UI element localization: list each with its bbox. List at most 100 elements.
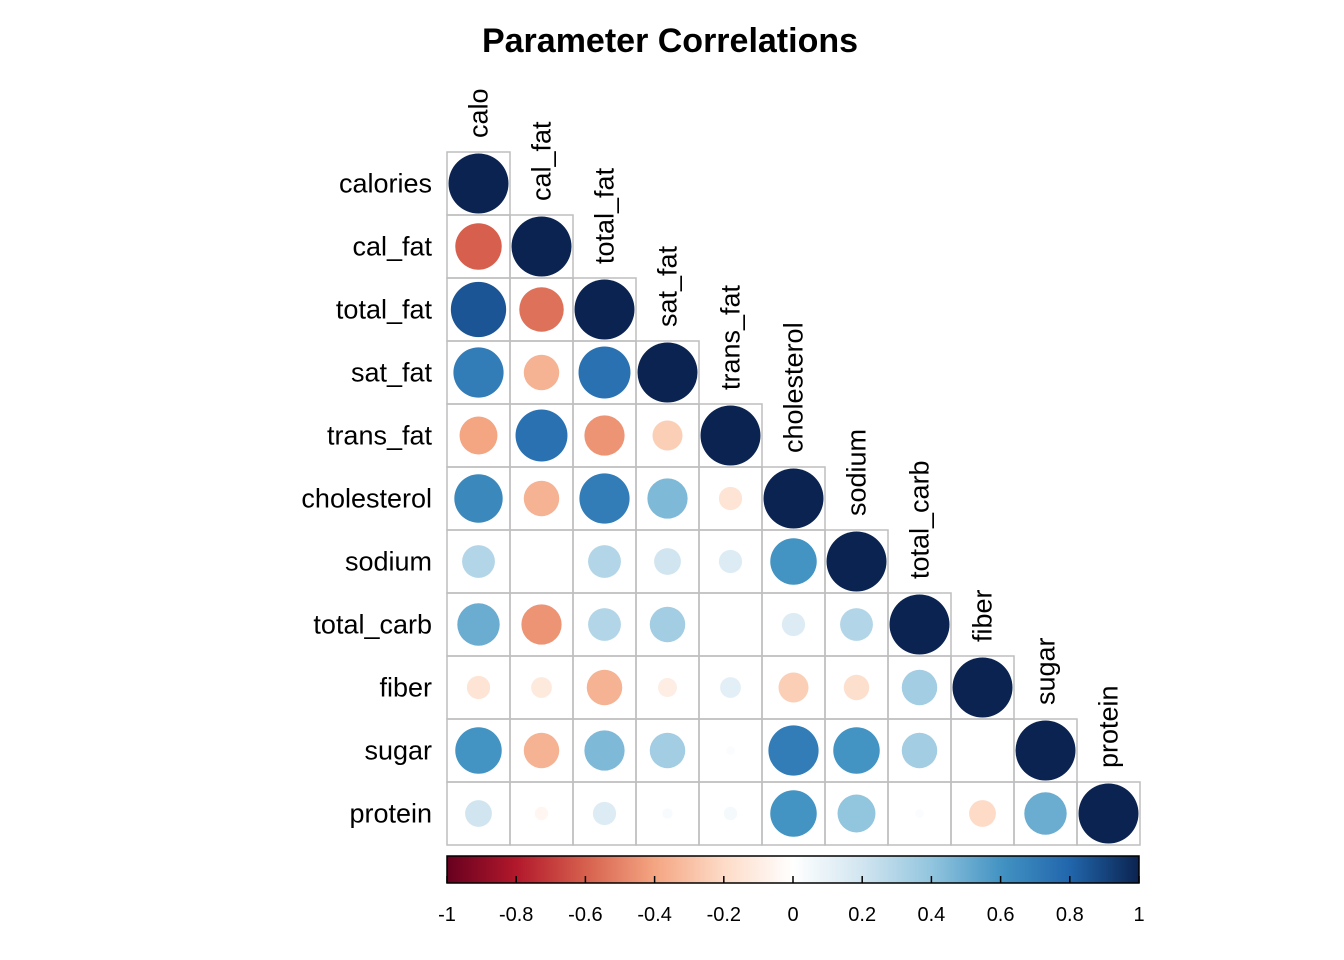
correlation-circle-sodium-total_fat (588, 545, 621, 578)
colorbar-ticks: -1 -0.8 -0.6 -0.4 -0.2 0 0.2 0.4 0.6 0.8 1 (438, 876, 1145, 926)
correlation-circles (448, 153, 1139, 844)
column-label: cal_fat (527, 121, 557, 201)
correlation-circle-total_carb-cal_fat (521, 604, 562, 645)
colorbar-tick-label: 0.4 (917, 904, 945, 926)
row-label: total_carb (313, 610, 432, 640)
correlation-circle-trans_fat-total_fat (584, 415, 625, 456)
correlation-circle-protein-sat_fat (662, 808, 673, 819)
correlation-circle-fiber-cholesterol (778, 672, 809, 703)
correlation-circle-sugar-total_fat (584, 730, 625, 771)
column-label: protein (1094, 685, 1124, 768)
column-labels: calo cal_fat total_fat sat_fat trans_fat chol… (464, 88, 1124, 768)
correlation-circle-cholesterol-cholesterol (763, 468, 824, 529)
row-label: trans_fat (327, 421, 433, 451)
correlation-circle-sodium-sat_fat (654, 548, 681, 575)
correlation-circle-protein-fiber (969, 800, 996, 827)
correlation-circle-trans_fat-cal_fat (515, 409, 568, 462)
column-label: total_fat (590, 167, 620, 264)
correlation-circle-sat_fat-total_fat (578, 346, 631, 399)
correlation-circle-cholesterol-total_fat (579, 473, 630, 524)
column-label: sugar (1031, 637, 1061, 705)
correlation-circle-trans_fat-trans_fat (700, 405, 761, 466)
correlation-circle-total_fat-cal_fat (519, 287, 564, 332)
correlation-circle-fiber-total_fat (586, 669, 623, 706)
row-labels: calories cal_fat total_fat sat_fat trans_fat… (301, 169, 432, 829)
correlation-circle-cal_fat-calories (455, 223, 502, 270)
colorbar-tick-label: 0.8 (1056, 904, 1084, 926)
correlation-circle-sugar-cal_fat (523, 732, 560, 769)
correlation-circle-sugar-sat_fat (649, 732, 686, 769)
correlation-circle-total_carb-total_fat (588, 608, 621, 641)
correlation-circle-sodium-calories (462, 545, 495, 578)
correlation-circle-sodium-sodium (826, 531, 887, 592)
correlation-circle-total_fat-total_fat (574, 279, 635, 340)
correlation-circle-total_carb-sat_fat (649, 606, 686, 643)
colorbar-tick-label: 0.2 (848, 904, 876, 926)
correlation-circle-total_carb-cholesterol (781, 612, 806, 637)
correlation-circle-total_carb-calories (457, 603, 500, 646)
correlation-circle-cholesterol-cal_fat (523, 480, 560, 517)
correlation-circle-total_fat-calories (450, 281, 507, 338)
correlation-circle-calories-calories (448, 153, 509, 214)
correlation-circle-trans_fat-sat_fat (652, 420, 683, 451)
correlation-circle-protein-sodium (837, 794, 876, 833)
correlation-circle-total_carb-sodium (840, 608, 873, 641)
correlation-circle-fiber-total_carb (901, 669, 938, 706)
grid-cell (1076, 781, 1141, 846)
correlation-circle-sugar-trans_fat (726, 746, 735, 755)
correlation-circle-protein-calories (465, 800, 492, 827)
column-label: sodium (842, 429, 872, 516)
correlation-circle-fiber-fiber (952, 657, 1013, 718)
correlation-circle-cholesterol-trans_fat (718, 486, 743, 511)
correlation-circle-sugar-calories (455, 727, 502, 774)
row-label: total_fat (336, 295, 433, 325)
correlation-circle-fiber-cal_fat (531, 677, 552, 698)
column-label: trans_fat (716, 284, 746, 390)
matrix-grid (446, 151, 1141, 846)
correlation-circle-protein-total_fat (592, 801, 617, 826)
colorbar-tick-label: 0 (787, 904, 798, 926)
colorbar-tick-label: -0.2 (707, 904, 741, 926)
row-label: fiber (379, 673, 432, 703)
correlation-circle-total_carb-total_carb (889, 594, 950, 655)
correlation-circle-fiber-trans_fat (720, 677, 741, 698)
colorbar-tick-label: -0.6 (568, 904, 602, 926)
column-label: total_carb (905, 460, 935, 579)
row-label: sodium (345, 547, 432, 577)
correlation-circle-sugar-cholesterol (768, 725, 819, 776)
correlation-circle-fiber-sat_fat (658, 678, 677, 697)
column-label: fiber (968, 589, 998, 642)
grid-cell (509, 529, 574, 594)
colorbar-tick-label: 1 (1133, 904, 1144, 926)
correlation-circle-cholesterol-calories (454, 474, 503, 523)
correlation-circle-trans_fat-calories (459, 416, 498, 455)
grid-cell (698, 592, 763, 657)
colorbar-tick-label: -0.8 (499, 904, 533, 926)
chart-title: Parameter Correlations (482, 22, 858, 60)
grid-cell (950, 718, 1015, 783)
column-label: sat_fat (653, 245, 683, 327)
correlation-circle-cholesterol-sat_fat (647, 478, 688, 519)
correlation-circle-sodium-trans_fat (718, 549, 743, 574)
correlation-circle-protein-cal_fat (534, 806, 549, 821)
row-label: calories (339, 169, 432, 199)
row-label: sat_fat (351, 358, 433, 388)
column-label: calo (464, 88, 494, 138)
correlation-circle-sugar-sugar (1015, 720, 1076, 781)
correlation-circle-protein-sugar (1024, 792, 1067, 835)
correlation-circle-protein-protein (1078, 783, 1139, 844)
correlation-circle-protein-trans_fat (723, 806, 738, 821)
correlation-circle-fiber-sodium (843, 674, 870, 701)
colorbar-tick-label: -0.4 (637, 904, 671, 926)
colorbar-tick-label: -1 (438, 904, 456, 926)
column-label: cholesterol (779, 322, 809, 453)
row-label: protein (349, 799, 432, 829)
correlation-circle-sat_fat-calories (453, 347, 504, 398)
correlation-circle-sugar-sodium (833, 727, 880, 774)
correlation-circle-sugar-total_carb (901, 732, 938, 769)
colorbar-tick-label: 0.6 (987, 904, 1015, 926)
row-label: cal_fat (352, 232, 432, 262)
correlation-circle-cal_fat-cal_fat (511, 216, 572, 277)
correlation-circle-sodium-cholesterol (770, 538, 817, 585)
